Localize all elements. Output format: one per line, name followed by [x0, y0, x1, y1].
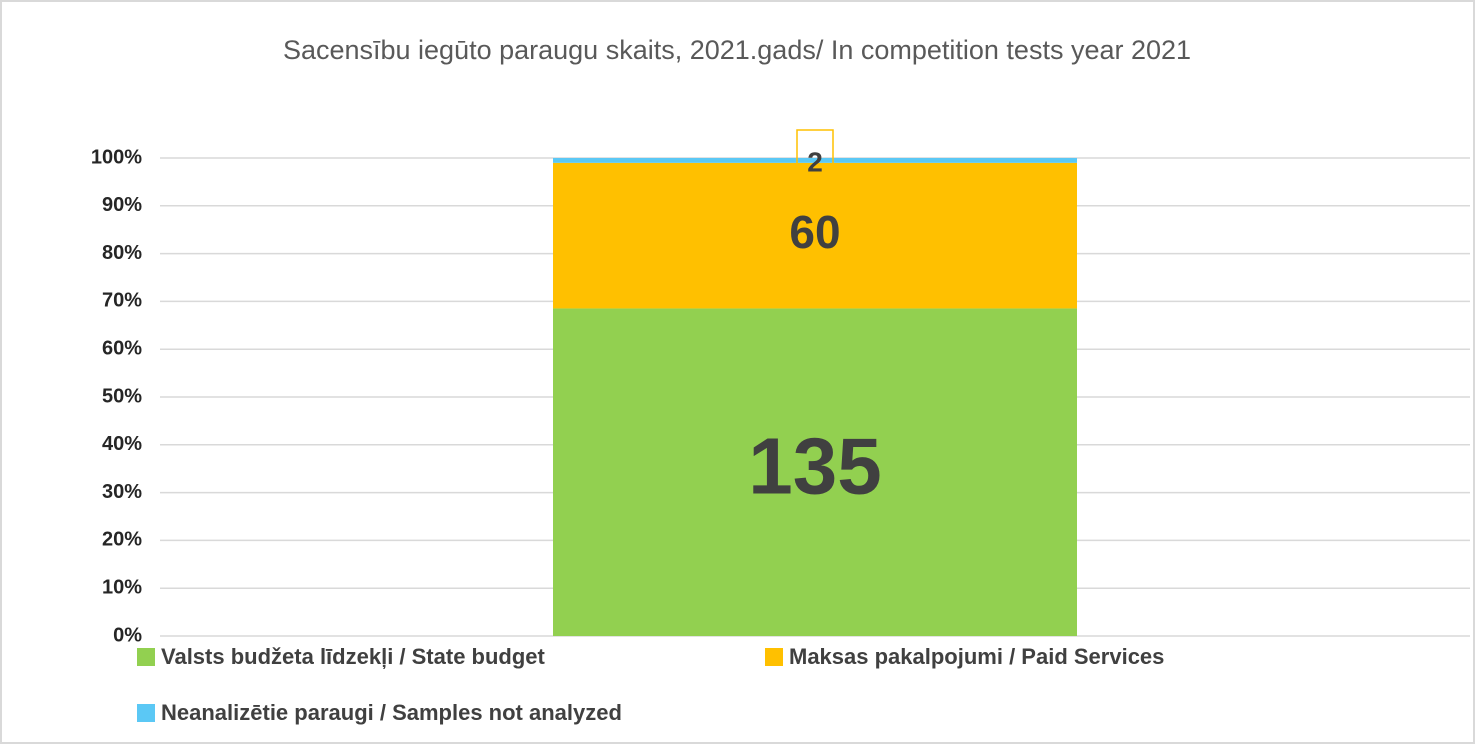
- y-tick-label: 70%: [102, 290, 142, 312]
- chart-title: Sacensību iegūto paraugu skaits, 2021.ga…: [283, 35, 1191, 65]
- legend-label: Valsts budžeta līdzekļi / State budget: [161, 644, 546, 669]
- data-label: 135: [748, 421, 881, 510]
- y-tick-label: 20%: [102, 529, 142, 551]
- y-tick-label: 0%: [113, 624, 142, 646]
- y-tick-label: 50%: [102, 385, 142, 407]
- y-tick-label: 30%: [102, 481, 142, 503]
- y-tick-label: 40%: [102, 433, 142, 455]
- y-tick-label: 100%: [91, 146, 142, 168]
- legend-swatch: [137, 648, 155, 666]
- legend-swatch: [137, 704, 155, 722]
- y-tick-label: 80%: [102, 242, 142, 264]
- bar-segment: [553, 308, 1077, 636]
- legend-label: Maksas pakalpojumi / Paid Services: [789, 644, 1164, 669]
- y-tick-label: 60%: [102, 337, 142, 359]
- bar-segment: [553, 162, 1077, 309]
- y-tick-label: 10%: [102, 576, 142, 598]
- bar-segment: [553, 158, 1077, 163]
- legend-swatch: [765, 648, 783, 666]
- data-label: 60: [789, 206, 840, 258]
- y-tick-label: 90%: [102, 194, 142, 216]
- data-label-box: [796, 129, 834, 167]
- data-label: 2: [807, 146, 823, 177]
- legend-label: Neanalizētie paraugi / Samples not analy…: [161, 700, 622, 725]
